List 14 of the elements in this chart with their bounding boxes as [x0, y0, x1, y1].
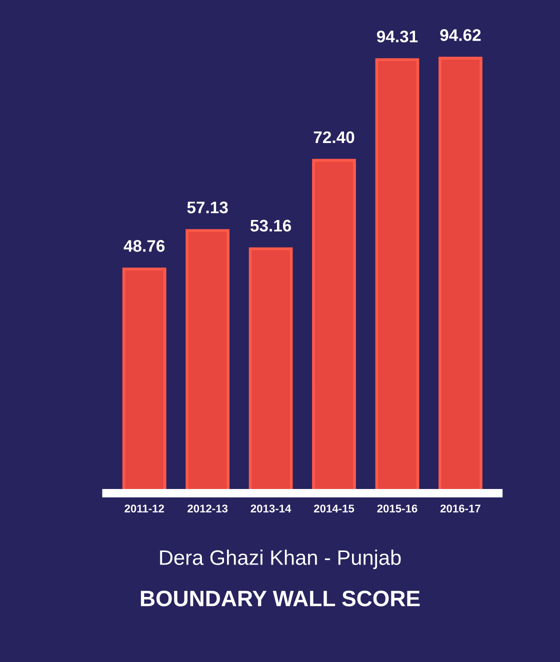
- x-tick-label: 2013-14: [250, 504, 292, 512]
- data-label: 53.16: [250, 220, 292, 232]
- x-tick-label: 2011-12: [124, 504, 164, 512]
- data-label: 57.13: [187, 202, 228, 214]
- x-tick-label: 2015-16: [377, 504, 418, 512]
- data-label: 72.40: [314, 131, 354, 144]
- data-label: 48.76: [124, 240, 165, 252]
- x-tick-label: 2014-15: [314, 504, 354, 512]
- text: Dera Ghazi Khan - Punjab: [160, 550, 401, 570]
- data-label: 94.31: [376, 30, 418, 42]
- data-label: 94.62: [440, 29, 481, 41]
- x-tick-label: 2016-17: [440, 504, 480, 512]
- text: BOUNDARY WALL SCORE: [140, 590, 420, 606]
- x-tick-label: 2012-13: [188, 504, 228, 512]
